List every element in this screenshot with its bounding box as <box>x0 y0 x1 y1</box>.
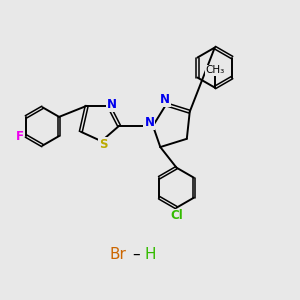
Text: N: N <box>144 116 154 129</box>
Text: –: – <box>132 247 140 262</box>
Text: Br: Br <box>109 247 126 262</box>
Text: N: N <box>107 98 117 111</box>
Text: H: H <box>144 247 156 262</box>
Text: N: N <box>160 93 170 106</box>
Text: S: S <box>99 138 107 151</box>
Text: Cl: Cl <box>170 209 183 223</box>
Text: F: F <box>16 130 23 142</box>
Text: CH₃: CH₃ <box>206 65 225 76</box>
